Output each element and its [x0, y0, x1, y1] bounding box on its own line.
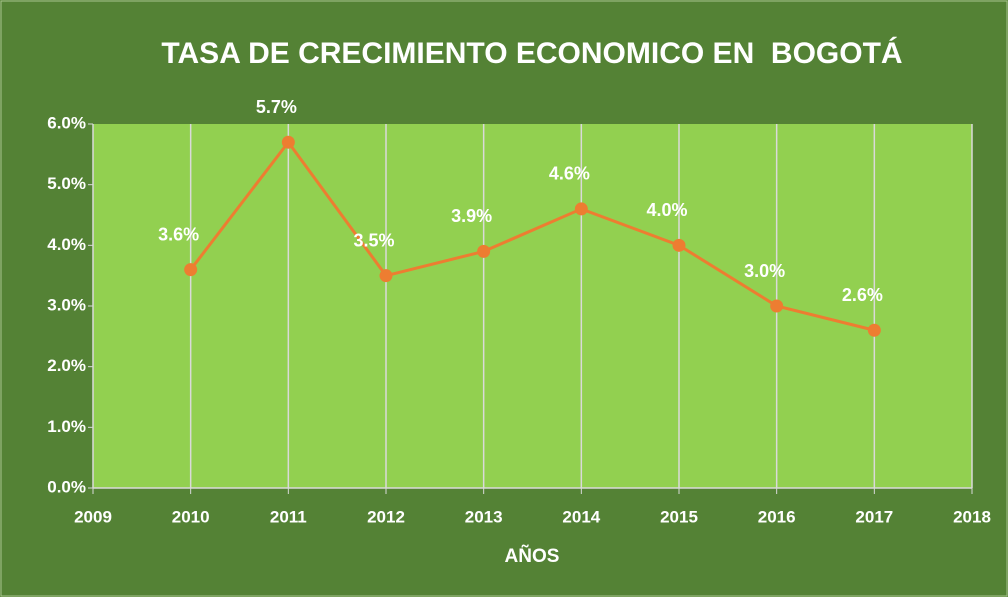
chart-title: TASA DE CRECIMIENTO ECONOMICO EN BOGOTÁ: [161, 36, 902, 70]
y-tick-label: 2.0%: [47, 356, 86, 375]
data-label: 3.6%: [158, 224, 199, 244]
y-tick-label: 5.0%: [47, 174, 86, 193]
x-tick-label: 2012: [367, 507, 405, 526]
data-point: [379, 269, 393, 283]
data-point: [574, 202, 588, 216]
data-point: [672, 238, 686, 252]
y-tick-label: 4.0%: [47, 235, 86, 254]
data-label: 3.5%: [353, 230, 394, 250]
x-tick-label: 2014: [562, 507, 600, 526]
x-tick-label: 2010: [172, 507, 210, 526]
x-tick-label: 2009: [74, 507, 112, 526]
x-axis-title: AÑOS: [505, 545, 560, 567]
data-label: 2.6%: [842, 285, 883, 305]
data-point: [770, 299, 784, 313]
x-tick-label: 2015: [660, 507, 698, 526]
data-label: 3.9%: [451, 206, 492, 226]
data-point: [477, 244, 491, 258]
y-tick-label: 3.0%: [47, 295, 86, 314]
data-label: 4.0%: [646, 200, 687, 220]
x-tick-label: 2017: [855, 507, 893, 526]
x-tick-label: 2016: [758, 507, 796, 526]
data-point: [281, 135, 295, 149]
y-tick-label: 1.0%: [47, 417, 86, 436]
data-point: [867, 323, 881, 337]
data-label: 3.0%: [744, 261, 785, 281]
data-label: 5.7%: [256, 97, 297, 117]
data-point: [184, 263, 198, 277]
y-tick-label: 0.0%: [47, 477, 86, 496]
data-line: [189, 139, 875, 332]
data-label: 4.6%: [549, 164, 590, 184]
y-tick-label: 6.0%: [47, 113, 86, 132]
x-tick-label: 2013: [465, 507, 503, 526]
x-tick-label: 2011: [270, 507, 307, 526]
plot-area: [93, 124, 972, 488]
x-tick-label: 2018: [953, 507, 991, 526]
